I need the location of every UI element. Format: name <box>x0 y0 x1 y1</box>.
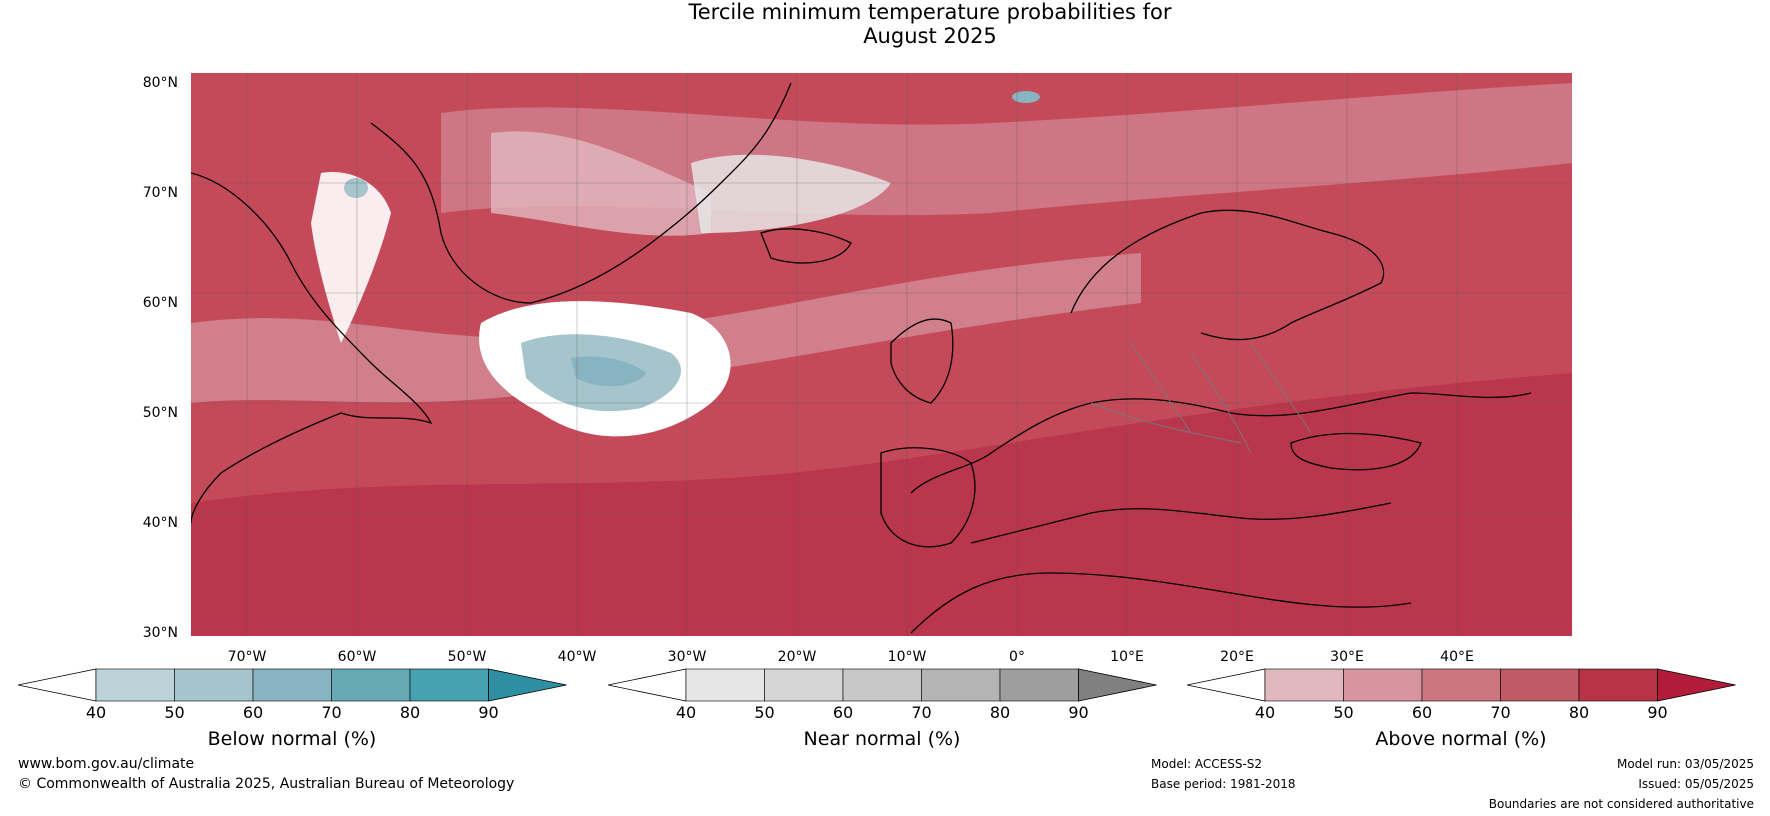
footer-disclaimer: Boundaries are not considered authoritat… <box>1488 797 1754 811</box>
lon-label-10w: 10°W <box>887 649 927 665</box>
colorbar-tick-label: 70 <box>911 703 932 722</box>
colorbar-max-extend <box>1078 668 1157 702</box>
colorbar-segment <box>1500 668 1580 702</box>
colorbar-segment <box>1578 668 1658 702</box>
colorbar-min-extend <box>1187 668 1266 702</box>
lon-label-60w: 60°W <box>337 649 377 665</box>
lat-label-60n: 60°N <box>142 295 178 311</box>
colorbar-tick-label: 80 <box>399 703 421 722</box>
atlantic-blue-core <box>571 356 646 387</box>
colorbar-tick-label: 80 <box>989 703 1011 722</box>
north-blue-spot <box>1012 91 1040 103</box>
lon-label-10e: 10°E <box>1110 649 1144 665</box>
colorbar-tick-label: 40 <box>85 703 107 722</box>
greenland-coast <box>370 82 792 304</box>
title-line-1: Tercile minimum temperature probabilitie… <box>688 0 1172 24</box>
colorbar-segment <box>1343 668 1423 702</box>
colorbar-near-normal <box>608 668 1157 702</box>
map-title: Tercile minimum temperature probabilitie… <box>0 0 1770 48</box>
colorbar-above-label: Above normal (%) <box>1375 728 1547 750</box>
lon-label-40e: 40°E <box>1440 649 1474 665</box>
colorbar-tick-label: 50 <box>164 703 185 722</box>
colorbar-segment <box>252 668 332 702</box>
title-line-2: August 2025 <box>863 24 997 48</box>
lon-label-30e: 30°E <box>1330 649 1364 665</box>
colorbar-below-label: Below normal (%) <box>207 728 377 750</box>
colorbar-max-extend <box>1657 668 1736 702</box>
iberia-coast <box>880 447 976 548</box>
black-sea-coast <box>1290 432 1422 471</box>
probability-map <box>191 73 1572 636</box>
colorbar-above-normal <box>1187 668 1736 702</box>
colorbar-segment <box>999 668 1079 702</box>
british-isles-coast <box>890 318 954 404</box>
colorbar-tick-label: 90 <box>1647 703 1668 722</box>
lat-label-30n: 30°N <box>142 625 178 641</box>
colorbar-segment <box>764 668 844 702</box>
labrador-blue-spot <box>344 178 368 198</box>
lat-label-70n: 70°N <box>142 185 178 201</box>
colorbar-tick-label: 40 <box>675 703 697 722</box>
lon-label-50w: 50°W <box>447 649 487 665</box>
colorbar-segment <box>174 668 254 702</box>
near-normal-patch <box>691 154 891 233</box>
lon-label-20w: 20°W <box>777 649 817 665</box>
colorbar-tick-label: 90 <box>1068 703 1089 722</box>
lon-label-20e: 20°E <box>1220 649 1254 665</box>
colorbar-tick-label: 50 <box>754 703 775 722</box>
lon-label-70w: 70°W <box>227 649 267 665</box>
colorbar-segment <box>331 668 411 702</box>
colorbar-tick-label: 60 <box>832 703 854 722</box>
colorbar-tick-label: 60 <box>242 703 264 722</box>
colorbar-near-label: Near normal (%) <box>803 728 961 750</box>
footer-issued: Issued: 05/05/2025 <box>1638 777 1754 791</box>
colorbar-tick-label: 80 <box>1568 703 1590 722</box>
lat-label-80n: 80°N <box>142 75 178 91</box>
colorbar-segment <box>685 668 765 702</box>
colorbar-segment <box>95 668 175 702</box>
coastlines <box>191 82 1532 634</box>
colorbar-below-normal <box>18 668 567 702</box>
europe-coast <box>910 392 1532 494</box>
lat-label-50n: 50°N <box>142 405 178 421</box>
colorbar-tick-label: 60 <box>1411 703 1433 722</box>
colorbar-min-extend <box>18 668 97 702</box>
lon-label-40w: 40°W <box>557 649 597 665</box>
colorbar-tick-label: 90 <box>478 703 499 722</box>
scandinavia-coast <box>1070 209 1385 341</box>
labrador-white-patch <box>311 172 391 343</box>
lon-label-0: 0° <box>1009 649 1025 665</box>
colorbar-segment <box>409 668 489 702</box>
colorbar-segment <box>1264 668 1344 702</box>
colorbar-tick-label: 70 <box>321 703 342 722</box>
footer-copyright: © Commonwealth of Australia 2025, Austra… <box>18 776 515 792</box>
footer-url: www.bom.gov.au/climate <box>18 756 195 772</box>
colorbar-segment <box>1421 668 1501 702</box>
lat-label-40n: 40°N <box>142 515 178 531</box>
africa-coast <box>910 572 1412 634</box>
canada-coast <box>191 172 433 524</box>
lon-label-30w: 30°W <box>667 649 707 665</box>
country-borders <box>1090 342 1312 454</box>
greenland-light-region <box>491 131 711 236</box>
colorbar-tick-label: 70 <box>1490 703 1511 722</box>
colorbar-min-extend <box>608 668 687 702</box>
colorbar-max-extend <box>488 668 567 702</box>
colorbar-segment <box>921 668 1001 702</box>
graticule <box>191 73 1572 636</box>
mediterranean-coast <box>970 502 1392 544</box>
footer-model-run: Model run: 03/05/2025 <box>1616 757 1754 771</box>
colorbar-tick-label: 50 <box>1333 703 1354 722</box>
colorbar-tick-label: 40 <box>1254 703 1276 722</box>
footer-base-period: Base period: 1981-2018 <box>1151 777 1296 791</box>
footer-model: Model: ACCESS-S2 <box>1151 757 1263 771</box>
colorbar-segment <box>842 668 922 702</box>
iceland-coast <box>760 228 852 264</box>
